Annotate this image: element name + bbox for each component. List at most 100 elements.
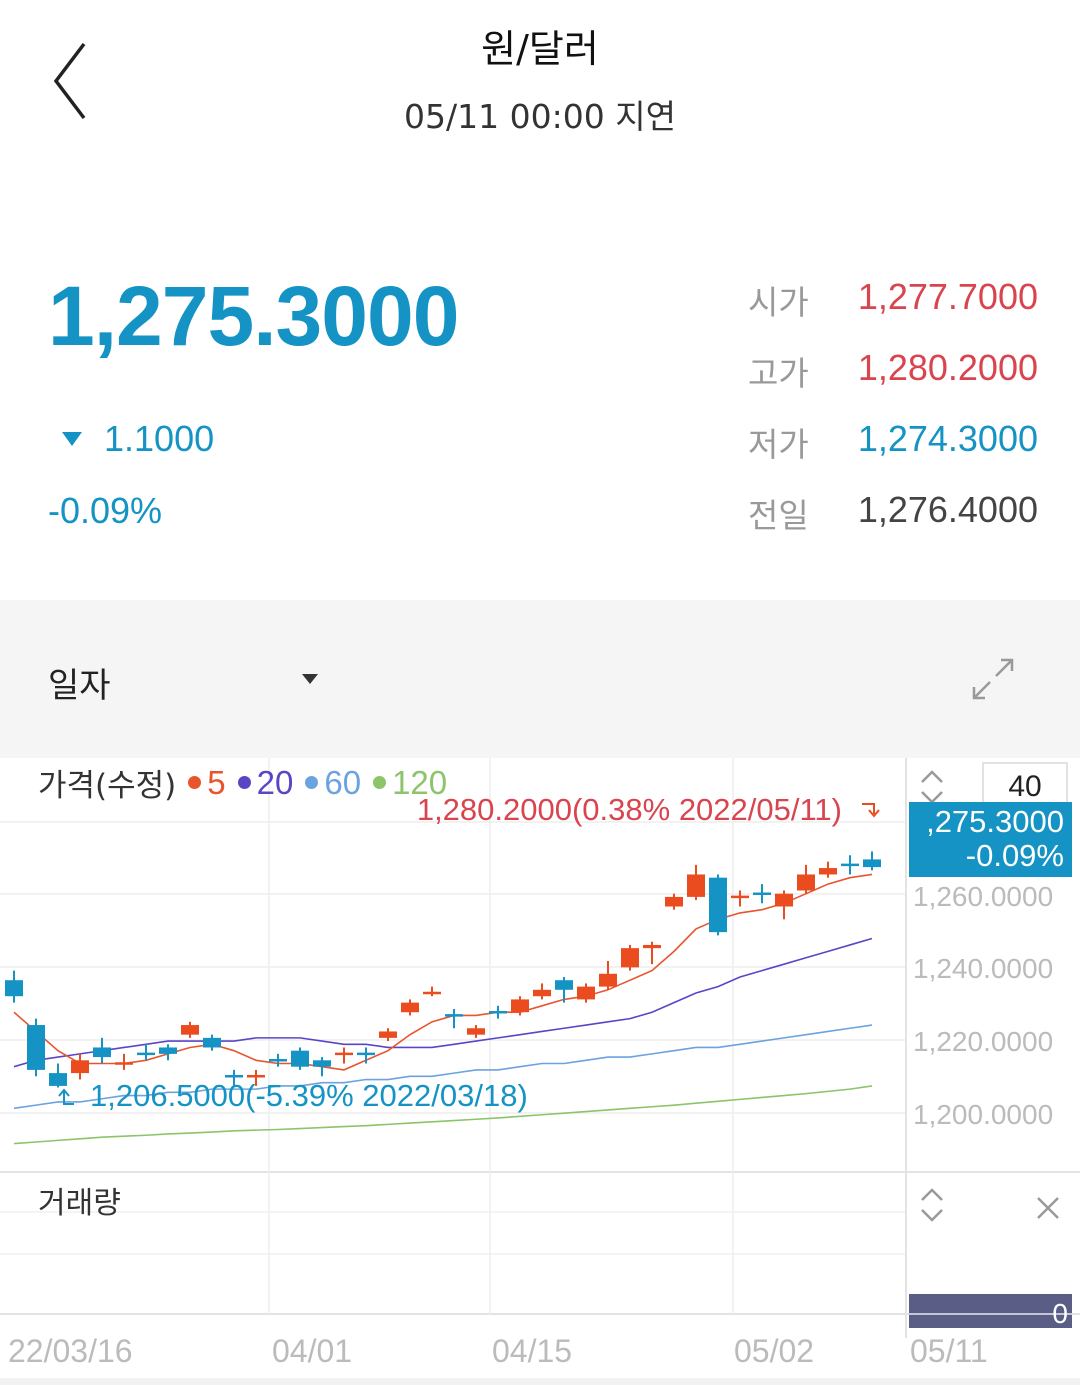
caret-down-icon: [302, 674, 318, 684]
x-tick-label: 05/02: [734, 1333, 814, 1369]
ma20-line: [13, 937, 873, 1068]
candle-body: [511, 999, 529, 1013]
chart-legend: 가격(수정) 5 20 60 120: [38, 760, 447, 805]
candle-body: [555, 980, 573, 990]
y-tick-label: 1,240.0000: [913, 953, 1053, 984]
x-tick-label: 04/15: [492, 1333, 572, 1369]
chart-area[interactable]: 1,280.2000(0.38% 2022/05/11) 1,206.5000(-…: [0, 758, 1080, 1385]
ma120-line: [13, 1085, 873, 1145]
candle-body: [797, 874, 815, 891]
legend-title: 가격(수정): [38, 768, 177, 804]
legend-dot-ma5: [188, 776, 202, 789]
candle-body: [709, 877, 727, 933]
volume-close-button[interactable]: [1030, 1190, 1066, 1226]
volume-scale-button[interactable]: [912, 1182, 952, 1228]
stat-label: 시가: [748, 283, 809, 322]
stat-value: 1,280.2000: [857, 347, 1038, 388]
x-tick-label: 22/03/16: [8, 1333, 133, 1369]
low-annotation: 1,206.5000(-5.39% 2022/03/18): [90, 1078, 528, 1113]
period-select[interactable]: 일자: [48, 658, 328, 706]
low-arrow-head: [58, 1088, 70, 1097]
axis-labels: 1,260.0000 1,240.0000 1,220.0000 1,200.0000…: [8, 881, 1072, 1369]
current-price: 1,275.3000: [48, 269, 459, 363]
candle-body: [665, 896, 683, 907]
up-down-chevron-icon: [921, 1188, 943, 1222]
stat-label: 고가: [748, 354, 809, 393]
page-title: 원/달러: [481, 27, 599, 71]
price-change-percent: -0.09%: [48, 490, 163, 531]
price-chart[interactable]: 1,280.2000(0.38% 2022/05/11) 1,206.5000(-…: [0, 758, 1080, 1385]
candle-body: [467, 1028, 485, 1035]
volume-tag: [909, 1294, 1072, 1328]
legend-ma20: 20: [256, 763, 294, 801]
candles: [5, 851, 881, 1088]
price-change-value: 1.1000: [104, 418, 215, 459]
current-price-tag-pct: -0.09%: [965, 838, 1064, 873]
bottom-strip: [0, 1378, 1080, 1385]
candle-body: [93, 1047, 111, 1058]
candle-body: [49, 1073, 67, 1086]
stat-label: 저가: [748, 425, 809, 464]
back-button[interactable]: [40, 36, 100, 126]
expand-button[interactable]: [966, 652, 1020, 706]
legend-ma60: 60: [324, 763, 362, 801]
volume-label: 거래량: [38, 1186, 121, 1221]
candle-body: [71, 1060, 89, 1074]
down-arrow-icon: [62, 432, 82, 446]
stats-panel: 시가 1,277.7000 고가 1,280.2000 저가 1,274.300…: [748, 276, 1038, 560]
candle-body: [775, 893, 793, 907]
stat-open: 시가 1,277.7000: [748, 276, 1038, 347]
expand-arrows-icon: [972, 658, 1014, 700]
chart-annotations: 1,280.2000(0.38% 2022/05/11) 1,206.5000(-…: [58, 792, 880, 1113]
candle-body: [291, 1050, 309, 1067]
y-tick-label: 1,220.0000: [913, 1026, 1053, 1057]
chevron-left-icon: [53, 42, 86, 120]
current-price-tag: ,275.3000 -0.09%: [909, 802, 1072, 877]
candle-body: [313, 1060, 331, 1067]
stat-high: 고가 1,280.2000: [748, 347, 1038, 418]
legend-ma120: 120: [392, 763, 448, 801]
moving-average-lines: [13, 873, 873, 1145]
candle-body: [621, 948, 639, 968]
candle-body: [643, 944, 661, 949]
stat-low: 저가 1,274.3000: [748, 418, 1038, 489]
candle-body: [863, 859, 881, 868]
stat-prev-close: 전일 1,276.4000: [748, 489, 1038, 560]
candle-body: [379, 1031, 397, 1038]
x-tick-label: 04/01: [272, 1333, 352, 1369]
ma60-line: [13, 1024, 873, 1110]
high-arrow-icon: [862, 803, 875, 814]
price-change: 1.1000: [62, 418, 214, 460]
candle-body: [401, 1002, 419, 1013]
high-arrow-head: [868, 809, 880, 818]
candle-body: [203, 1037, 221, 1048]
header: 원/달러 05/11 00:00 지연: [0, 0, 1080, 150]
chart-toolbar: 일자: [0, 600, 1080, 758]
candle-body: [819, 868, 837, 875]
legend-dot-ma60: [305, 776, 319, 789]
legend-ma5: 5: [207, 763, 226, 801]
stat-value: 1,277.7000: [857, 276, 1038, 317]
stat-value: 1,274.3000: [857, 418, 1038, 459]
y-tick-label: 1,200.0000: [913, 1099, 1053, 1130]
stat-label: 전일: [748, 496, 809, 535]
close-icon: [1037, 1197, 1059, 1219]
legend-dot-ma120: [373, 776, 387, 789]
page-subtitle: 05/11 00:00 지연: [404, 97, 676, 136]
stat-value: 1,276.4000: [857, 489, 1038, 530]
period-label: 일자: [48, 666, 111, 706]
candle-body: [533, 989, 551, 997]
candle-body: [5, 980, 23, 997]
ma5-line: [13, 873, 873, 1071]
chart-grid: [0, 758, 1080, 1385]
candle-body: [599, 973, 617, 987]
candle-body: [181, 1025, 199, 1035]
x-tick-label: 05/11: [910, 1333, 988, 1369]
candle-body: [577, 986, 595, 1000]
candle-body: [687, 874, 705, 897]
volume-tag-value: 0: [1052, 1298, 1068, 1329]
low-arrow-icon: [63, 1090, 74, 1105]
current-price-tag-value: ,275.3000: [926, 804, 1064, 839]
candle-body: [27, 1025, 45, 1070]
high-annotation: 1,280.2000(0.38% 2022/05/11): [417, 792, 842, 827]
